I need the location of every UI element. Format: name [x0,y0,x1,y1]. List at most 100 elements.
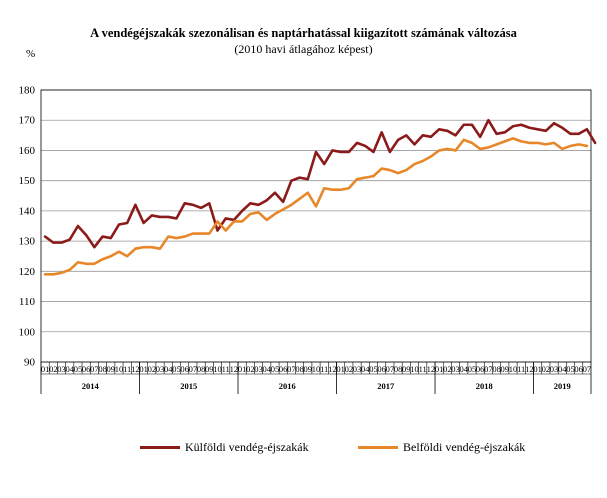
month-label-26: 03 [254,364,263,374]
series-1-point-60 [537,142,539,144]
series-1-point-66 [586,145,588,147]
series-1-point-32 [307,192,309,194]
series-1-point-22 [225,229,227,232]
year-label-2018: 2018 [476,381,493,391]
series-0-point-60 [537,128,539,130]
series-1-point-45 [413,163,416,165]
series-1-point-20 [208,232,210,235]
series-1-point-26 [257,211,260,213]
month-label-56: 09 [501,364,510,374]
series-0-point-64 [569,133,572,135]
series-1-point-53 [479,148,481,150]
month-label-5: 06 [82,364,91,374]
year-label-2014: 2014 [82,381,100,391]
legend-item-belfoldi: Belföldi vendég-éjszakák [358,440,525,455]
month-label-18: 07 [189,364,198,374]
series-0-point-59 [528,127,531,129]
month-label-15: 04 [164,364,173,374]
chart-title: A vendégéjszakák szezonálisan és naptárh… [90,26,517,40]
series-0-point-34 [323,163,325,165]
series-1-point-14 [159,248,161,250]
series-1-point-15 [167,235,169,238]
series-1-point-48 [438,149,440,152]
series-1-point-52 [471,142,473,144]
series-1-point-10 [126,255,128,257]
year-label-2015: 2015 [180,381,197,391]
month-label-1: 02 [49,364,58,374]
series-1-point-27 [266,219,268,221]
series-1-point-58 [520,140,522,142]
y-axis-unit-label: % [26,48,36,60]
month-label-50: 03 [451,364,460,374]
month-label-44: 09 [402,364,411,374]
series-lines [43,118,597,276]
series-1-point-44 [405,169,407,171]
month-label-17: 06 [180,364,189,374]
series-0-point-62 [553,122,555,124]
month-label-66: 07 [583,364,592,374]
series-1-point-8 [110,255,112,257]
month-label-16: 05 [172,364,181,374]
month-label-45: 10 [410,364,419,374]
series-0-point-22 [225,217,227,220]
month-label-14: 03 [156,364,165,374]
month-label-43: 08 [394,364,403,374]
month-label-36: 01 [336,364,345,374]
year-label-2016: 2016 [279,381,296,391]
month-label-38: 03 [353,364,362,374]
month-label-8: 09 [107,364,116,374]
series-1-point-37 [348,187,350,189]
month-label-9: 10 [115,364,124,374]
y-tick-label-150: 150 [19,175,36,187]
y-tick-label-90: 90 [24,357,36,369]
series-1-point-30 [290,204,292,206]
series-1-point-64 [569,145,572,147]
series-0-point-11 [134,204,137,206]
series-0-point-4 [77,225,79,227]
month-label-31: 08 [295,364,304,374]
series-0-point-0 [44,235,46,238]
series-1-point-24 [241,220,243,223]
month-label-46: 11 [419,364,427,374]
series-0-point-43 [397,139,399,141]
month-label-27: 04 [262,364,271,374]
series-0-point-5 [85,234,87,236]
series-1-point-11 [134,248,137,250]
series-1-point-54 [487,146,489,149]
month-label-4: 05 [74,364,83,374]
series-0-point-7 [101,235,104,238]
series-1-point-17 [184,235,186,238]
series-1-point-0 [44,273,46,275]
series-1-point-31 [298,198,301,200]
month-label-7: 08 [98,364,107,374]
series-0-point-21 [216,229,219,232]
month-label-28: 05 [271,364,280,374]
series-0-point-49 [446,130,448,132]
series-0-point-41 [381,131,383,133]
series-0-point-55 [495,133,498,135]
series-0-point-25 [249,202,251,204]
axes [40,89,592,394]
month-label-61: 02 [542,364,551,374]
series-1-point-61 [545,143,547,145]
series-0-point-67 [594,142,596,144]
series-1-point-41 [381,167,383,170]
month-label-57: 10 [509,364,518,374]
series-1-point-42 [389,169,391,171]
series-1-point-25 [249,213,251,215]
month-label-3: 04 [65,364,74,374]
series-0-point-12 [143,222,145,224]
series-0-point-29 [282,201,284,203]
series-0-point-31 [298,177,301,179]
series-0-point-9 [118,223,120,226]
month-label-19: 08 [197,364,206,374]
series-1-point-43 [397,172,399,174]
plot-border [40,89,592,363]
y-tick-label-170: 170 [19,115,36,127]
series-0-point-57 [512,125,514,127]
month-label-37: 02 [345,364,354,374]
series-0-point-13 [151,214,153,217]
month-label-64: 05 [566,364,575,374]
series-1-point-7 [101,258,104,260]
y-tick-label-100: 100 [19,326,36,338]
